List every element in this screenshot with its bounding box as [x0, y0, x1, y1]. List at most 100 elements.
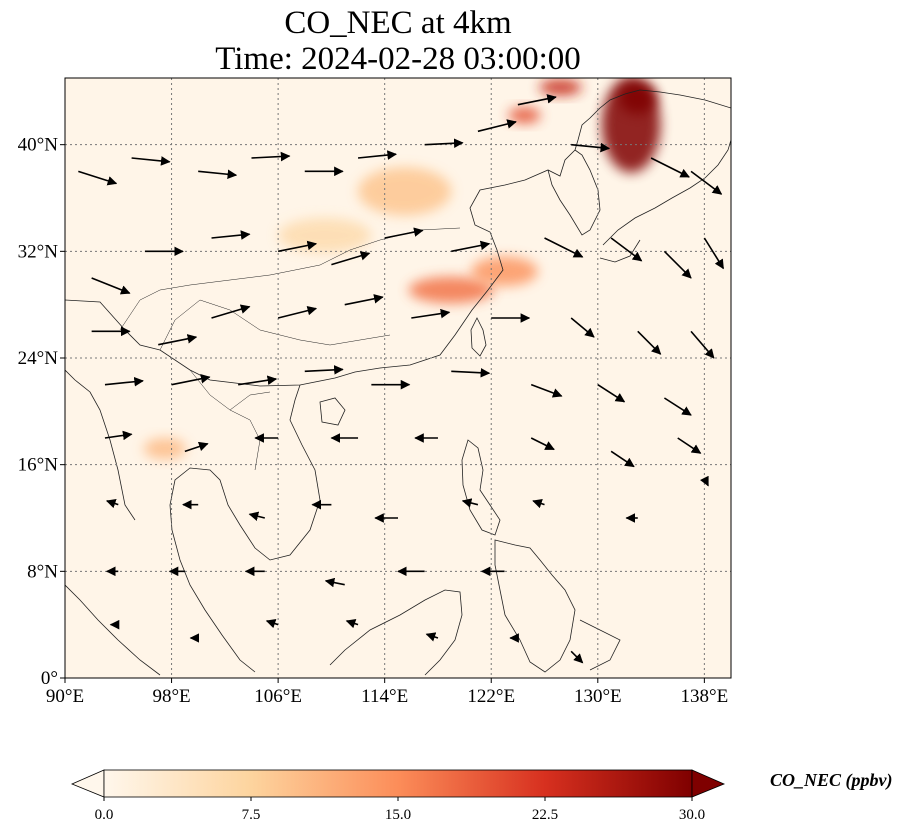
wind-arrow [703, 237, 725, 270]
wind-arrow [544, 237, 584, 258]
lon-tick-label: 130°E [574, 686, 622, 707]
wind-arrow [461, 498, 479, 508]
wind-arrow [425, 632, 439, 642]
wind-arrow [277, 240, 318, 253]
map-title-variable: CO_NEC at 4km [284, 5, 512, 41]
wind-arrow [384, 227, 424, 239]
lon-tick-label: 114°E [361, 686, 408, 707]
colorbar: 0.0 7.5 15.0 22.5 30.0 [70, 769, 726, 823]
wind-arrow [158, 334, 198, 346]
wind-arrow [277, 305, 318, 319]
colorbar-tick-label: 7.5 [242, 807, 261, 823]
lat-tick-label: 40°N [18, 135, 59, 156]
wind-arrow [517, 94, 557, 106]
coastline-taiwan [470, 317, 487, 357]
wind-arrow [411, 308, 451, 319]
wind-arrow [331, 251, 371, 266]
colorbar-extend-min [70, 769, 105, 798]
map-axes: 90°E 98°E 106°E 114°E 122°E 130°E 138°E 0° 8°N 16… [18, 135, 729, 707]
coastline-sumatra [65, 584, 161, 676]
lat-tick-label: 16°N [18, 455, 59, 476]
wind-arrow [238, 375, 278, 386]
wind-arrow [91, 277, 131, 295]
wind-arrow [211, 230, 251, 240]
colorbar-ticks: 0.0 7.5 15.0 22.5 30.0 [95, 797, 705, 823]
lon-tick-label: 106°E [254, 686, 302, 707]
co-concentration-field [143, 78, 661, 460]
wind-arrow [357, 150, 397, 160]
wind-arrow [424, 138, 464, 148]
coastlines [65, 89, 731, 676]
colorbar-extend-max [691, 769, 726, 798]
wind-arrow [211, 304, 251, 319]
wind-arrow [184, 441, 209, 453]
wind-arrow [345, 619, 359, 629]
coastline-borneo [329, 589, 463, 676]
border-inland [119, 227, 461, 471]
wind-arrow [104, 430, 133, 441]
coastline-luzon [461, 439, 501, 536]
co-plume [539, 79, 582, 96]
wind-arrow [451, 240, 491, 253]
co-plume [358, 167, 452, 216]
wind-arrow [530, 383, 563, 398]
co-plume [278, 218, 372, 253]
wind-arrow [571, 142, 611, 153]
coastline-hainan [319, 397, 346, 426]
wind-arrow [451, 368, 491, 378]
wind-arrow [530, 437, 555, 451]
wind-arrow [265, 619, 279, 629]
colorbar-tick-label: 15.0 [385, 807, 411, 823]
lat-tick-label: 24°N [18, 348, 59, 369]
wind-arrow [251, 151, 291, 162]
coastline-bay-of-bengal [65, 369, 136, 521]
lat-tick-label: 32°N [18, 241, 59, 262]
coastline-korea [547, 149, 601, 236]
colorbar-tick-label: 22.5 [532, 807, 558, 823]
wind-arrow [610, 450, 635, 468]
coastline-indochina [169, 384, 321, 673]
wind-arrow [477, 119, 517, 133]
wind-arrow [597, 383, 626, 403]
wind-vectors [78, 94, 725, 664]
wind-arrow [663, 250, 692, 279]
wind-arrow [663, 397, 692, 416]
co-plume [471, 256, 538, 287]
wind-arrow [610, 237, 643, 262]
colorbar-tick-label: 0.0 [95, 807, 114, 823]
colorbar-label: CO_NEC (ppbv) [770, 770, 893, 790]
co-plume [508, 107, 541, 124]
wind-arrow [105, 499, 119, 509]
wind-arrow [131, 156, 171, 166]
coastline-japan [599, 139, 731, 263]
co-plume [408, 276, 494, 304]
wind-arrow [344, 294, 384, 306]
wind-arrow [324, 577, 345, 588]
coastline-sulawesi [579, 619, 621, 671]
wind-arrow [637, 330, 662, 355]
lat-tick-label: 0° [41, 668, 58, 689]
coastline-mindanao-visayas [494, 539, 576, 673]
wind-arrow [304, 365, 344, 375]
map-frame [64, 77, 732, 679]
co-plume [619, 82, 657, 114]
lat-tick-label: 8°N [27, 561, 58, 582]
wind-arrow [198, 169, 238, 180]
coastline-mainland-asia [65, 89, 731, 387]
lon-tick-label: 98°E [152, 686, 190, 707]
wind-arrow [700, 475, 709, 487]
wind-arrow [104, 376, 144, 387]
wind-arrow [690, 330, 715, 359]
colorbar-tick-label: 30.0 [679, 807, 705, 823]
wind-arrow [532, 499, 545, 509]
co-plume [143, 438, 187, 460]
wind-arrow [570, 650, 584, 664]
wind-arrow [570, 317, 595, 338]
wind-arrow [248, 511, 265, 521]
lon-tick-label: 138°E [681, 686, 729, 707]
wind-arrow [78, 170, 118, 186]
wind-arrow [650, 157, 690, 178]
map-title-time: Time: 2024-02-28 03:00:00 [215, 41, 581, 77]
colorbar-body [103, 769, 693, 798]
